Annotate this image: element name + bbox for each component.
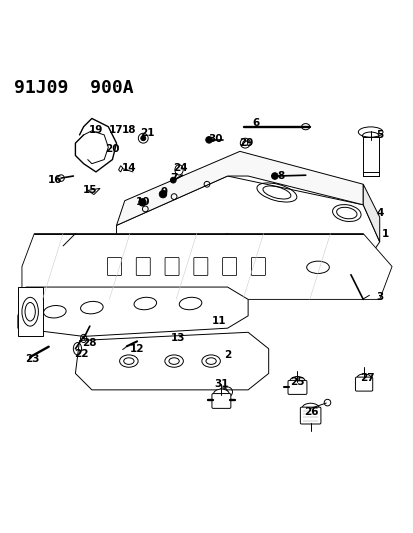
Polygon shape [362, 184, 379, 242]
Text: 13: 13 [171, 334, 185, 343]
Bar [362, 137, 378, 176]
Text: 17: 17 [109, 125, 123, 135]
Text: 11: 11 [211, 316, 226, 326]
FancyBboxPatch shape [287, 381, 306, 394]
Text: 15: 15 [82, 185, 97, 196]
Text: 10: 10 [136, 197, 150, 206]
Circle shape [140, 136, 145, 141]
Text: 2: 2 [223, 350, 230, 360]
Text: 8: 8 [277, 171, 284, 181]
Text: 14: 14 [121, 163, 136, 173]
FancyBboxPatch shape [211, 393, 230, 408]
Ellipse shape [301, 403, 318, 414]
Circle shape [170, 177, 176, 183]
Text: 18: 18 [121, 125, 136, 135]
Polygon shape [18, 287, 247, 336]
Circle shape [271, 173, 278, 179]
FancyBboxPatch shape [251, 257, 265, 276]
Text: 21: 21 [140, 128, 154, 138]
Text: 27: 27 [359, 373, 374, 383]
FancyBboxPatch shape [193, 257, 207, 276]
Circle shape [57, 175, 64, 181]
Circle shape [240, 138, 249, 148]
Text: 22: 22 [74, 349, 89, 359]
Text: 20: 20 [105, 144, 119, 154]
Polygon shape [118, 166, 122, 172]
Polygon shape [22, 233, 391, 300]
Text: 30: 30 [207, 134, 222, 144]
Text: 6: 6 [252, 118, 259, 127]
Text: 4: 4 [375, 208, 382, 218]
FancyBboxPatch shape [355, 377, 372, 391]
Text: 28: 28 [82, 337, 97, 348]
Ellipse shape [358, 127, 382, 137]
Text: 5: 5 [375, 130, 382, 140]
Text: 23: 23 [25, 354, 39, 364]
Text: 16: 16 [47, 175, 62, 185]
Circle shape [159, 190, 166, 198]
Ellipse shape [289, 376, 304, 387]
Circle shape [138, 133, 148, 143]
Text: 24: 24 [173, 163, 187, 173]
Polygon shape [116, 151, 362, 225]
Text: 9: 9 [160, 188, 167, 198]
Polygon shape [88, 188, 100, 195]
FancyBboxPatch shape [107, 257, 121, 276]
Text: 91J09  900A: 91J09 900A [14, 79, 133, 98]
Polygon shape [75, 332, 268, 390]
Text: 12: 12 [130, 344, 144, 354]
Ellipse shape [356, 374, 370, 383]
Text: 29: 29 [238, 138, 253, 148]
Circle shape [205, 136, 212, 143]
Circle shape [138, 199, 146, 206]
Text: 7: 7 [170, 173, 177, 183]
Text: 25: 25 [290, 377, 304, 386]
Ellipse shape [301, 124, 309, 130]
Text: 19: 19 [88, 125, 103, 135]
FancyBboxPatch shape [136, 257, 150, 276]
FancyBboxPatch shape [165, 257, 178, 276]
FancyBboxPatch shape [222, 257, 236, 276]
FancyBboxPatch shape [299, 407, 320, 424]
Text: 26: 26 [304, 408, 318, 417]
Polygon shape [116, 176, 379, 266]
Text: 31: 31 [214, 379, 228, 389]
Text: 1: 1 [381, 229, 389, 239]
Polygon shape [18, 287, 43, 336]
Ellipse shape [213, 389, 229, 401]
Text: 3: 3 [375, 292, 382, 302]
